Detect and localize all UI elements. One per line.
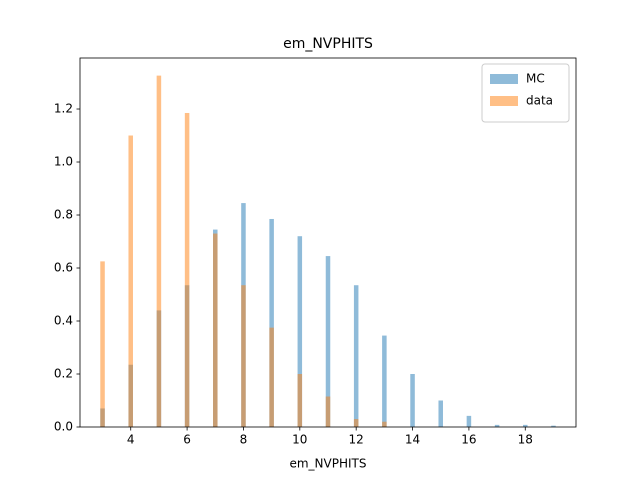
y-tick-label: 1.2 — [54, 102, 73, 116]
y-tick-label: 0.6 — [54, 261, 73, 275]
legend-label: MC — [526, 72, 545, 86]
x-tick-label: 4 — [127, 433, 135, 447]
bar — [466, 415, 472, 427]
plot-frame — [79, 57, 577, 428]
bar — [438, 400, 443, 427]
x-tick-label: 6 — [183, 433, 191, 447]
bar — [382, 335, 387, 427]
legend-swatch — [490, 74, 518, 84]
bar — [382, 421, 387, 427]
bar — [297, 236, 303, 427]
legend-swatch — [490, 96, 518, 106]
y-tick-label: 0.0 — [54, 420, 73, 434]
bar — [353, 419, 359, 427]
x-tick-label: 8 — [240, 433, 248, 447]
y-tick-label: 0.2 — [54, 367, 73, 381]
bar — [353, 285, 359, 427]
y-tick-label: 0.8 — [54, 208, 73, 222]
y-tick-label: 1.0 — [54, 155, 73, 169]
bar — [269, 218, 274, 427]
x-tick-label: 10 — [292, 433, 307, 447]
bar — [551, 425, 556, 427]
bar — [269, 327, 274, 427]
bar — [100, 261, 105, 427]
bar — [241, 285, 246, 427]
bar — [494, 424, 500, 427]
bar — [213, 233, 218, 427]
x-tick-label: 18 — [518, 433, 533, 447]
bar — [523, 424, 528, 427]
legend-label: data — [526, 94, 553, 108]
x-axis-label: em_NVPHITS — [289, 457, 366, 471]
bar — [184, 112, 190, 428]
bar — [410, 374, 415, 427]
bar — [297, 374, 303, 427]
y-tick-label: 0.4 — [54, 314, 73, 328]
bar — [156, 75, 162, 428]
bar — [325, 256, 331, 427]
bar — [325, 396, 331, 427]
bar — [128, 135, 133, 427]
chart-title: em_NVPHITS — [283, 36, 373, 52]
x-tick-label: 14 — [405, 433, 420, 447]
x-tick-label: 12 — [349, 433, 364, 447]
x-tick-label: 16 — [461, 433, 476, 447]
